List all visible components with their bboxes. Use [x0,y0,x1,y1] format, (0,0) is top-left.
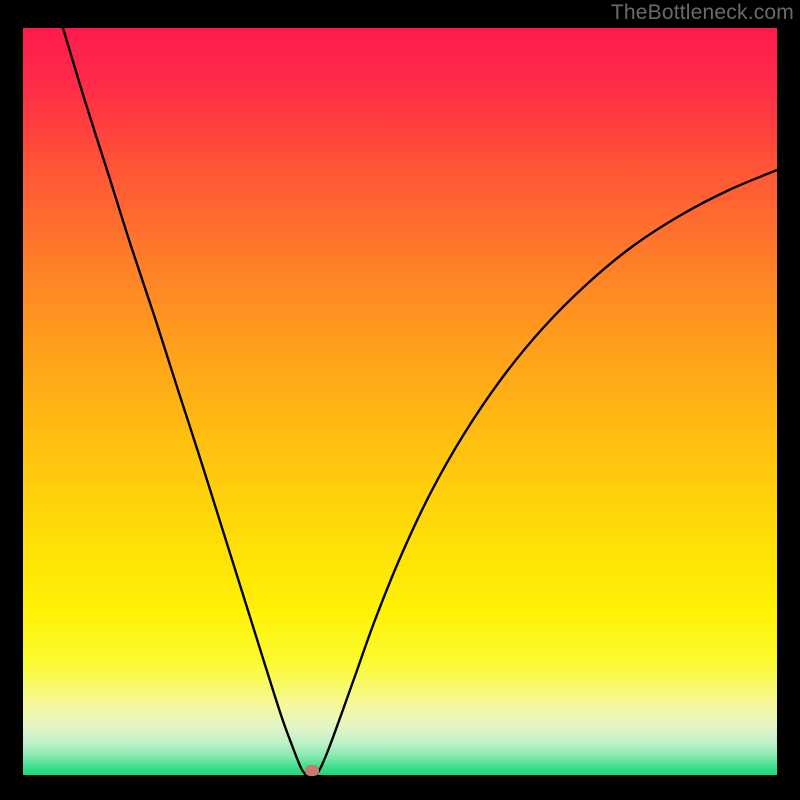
plot-area [23,28,777,775]
curve-left-branch [63,28,306,775]
attribution-label: TheBottleneck.com [611,1,794,25]
bottleneck-curve [23,28,777,775]
optimum-marker [305,765,319,776]
curve-right-branch [316,170,777,775]
